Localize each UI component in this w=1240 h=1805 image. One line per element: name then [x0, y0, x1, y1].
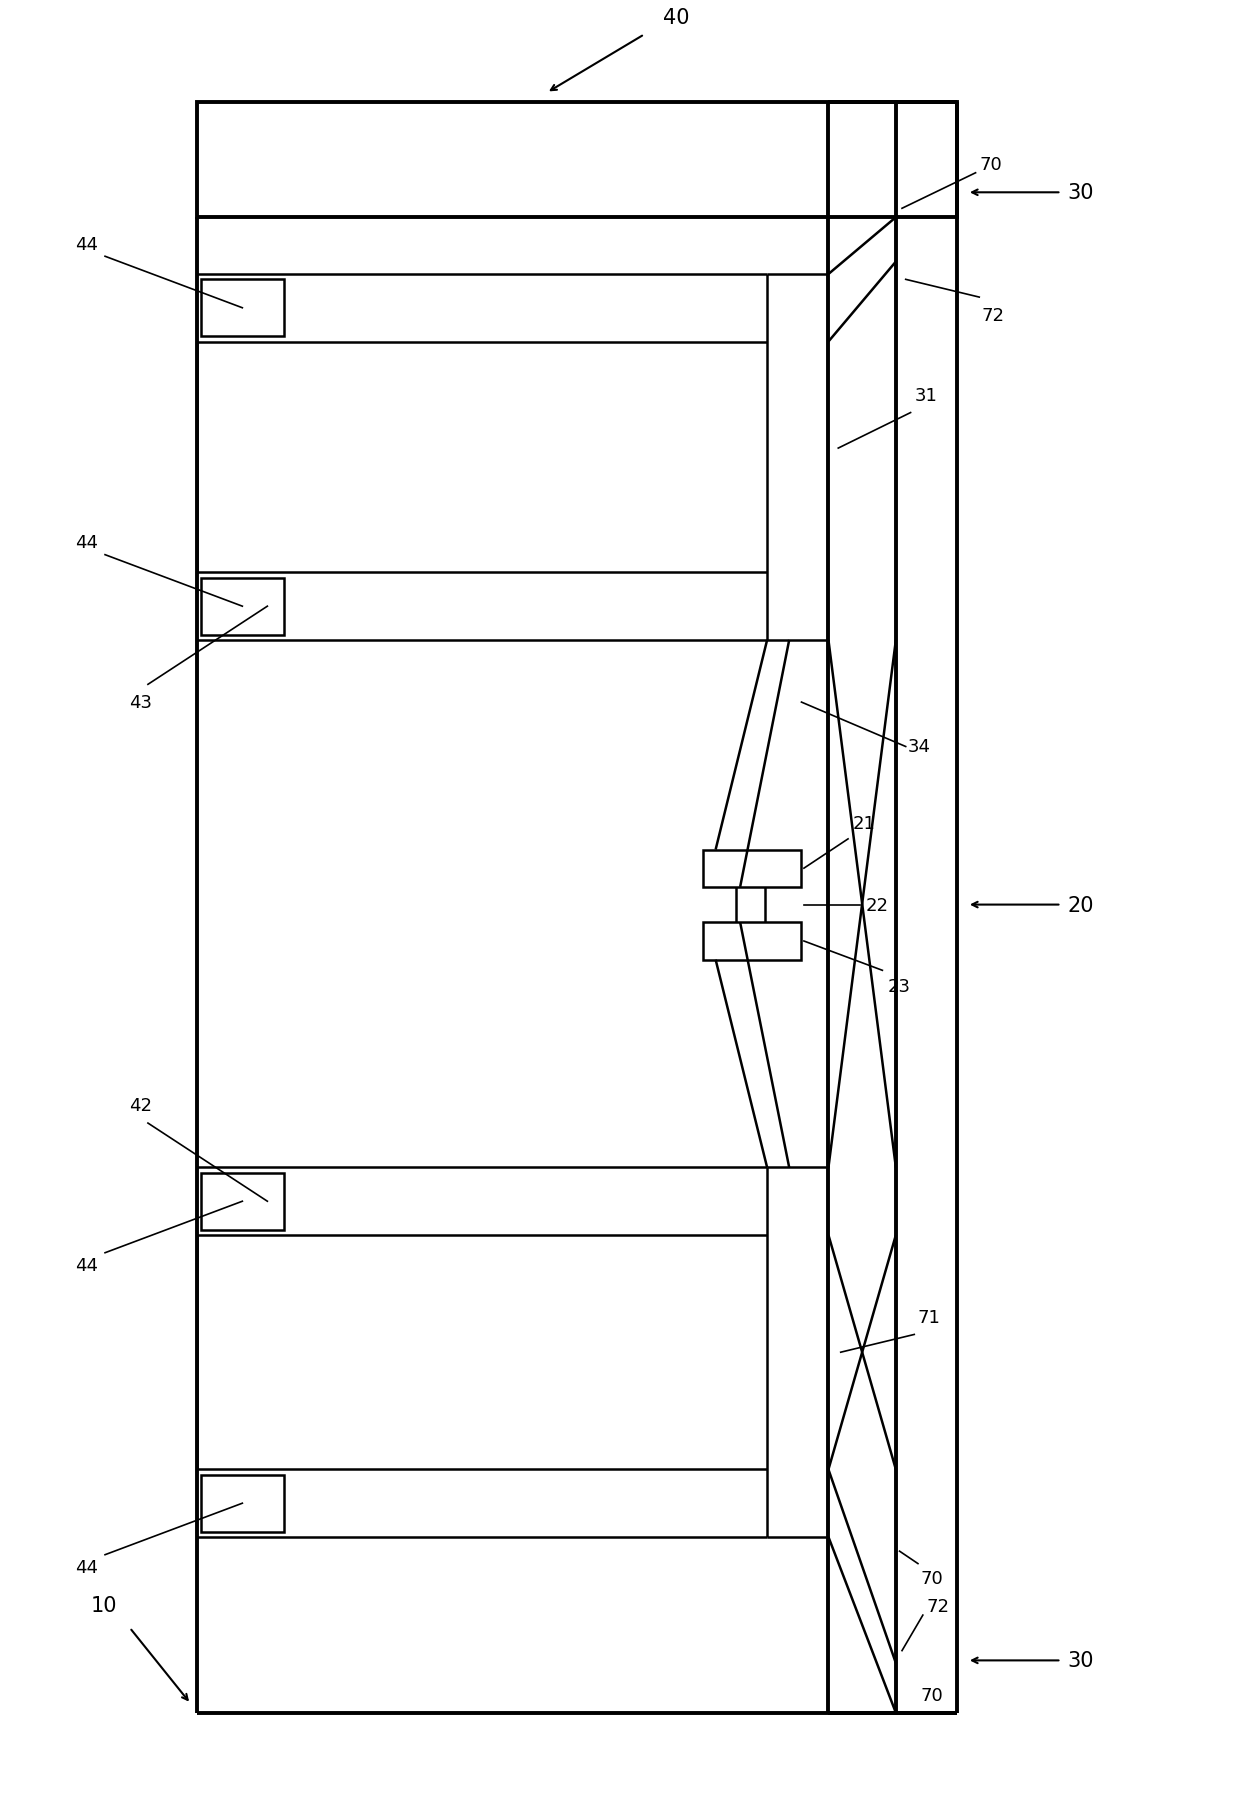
Bar: [703, 850, 801, 888]
Text: 44: 44: [76, 1256, 98, 1274]
Text: 42: 42: [129, 1097, 153, 1114]
Bar: [201, 1475, 284, 1532]
Text: 44: 44: [76, 534, 98, 552]
Text: 72: 72: [926, 1597, 950, 1615]
Text: 40: 40: [663, 7, 689, 29]
Text: 23: 23: [888, 978, 910, 996]
Text: 34: 34: [908, 738, 931, 756]
Text: 70: 70: [920, 1686, 944, 1704]
Text: 21: 21: [853, 814, 875, 832]
Text: 72: 72: [982, 307, 1004, 325]
Bar: [201, 280, 284, 338]
Text: 10: 10: [91, 1596, 118, 1615]
Text: 22: 22: [866, 895, 888, 913]
Text: 70: 70: [980, 155, 1002, 173]
Bar: [201, 1173, 284, 1229]
Text: 44: 44: [76, 1558, 98, 1576]
Text: 30: 30: [1068, 1650, 1094, 1670]
Text: 44: 44: [76, 236, 98, 253]
Text: 71: 71: [918, 1309, 941, 1327]
Text: 43: 43: [129, 693, 153, 711]
Text: 31: 31: [914, 386, 937, 404]
Bar: [201, 578, 284, 635]
Text: 70: 70: [920, 1569, 944, 1587]
Bar: [703, 922, 801, 960]
Text: 20: 20: [1068, 895, 1094, 915]
Text: 30: 30: [1068, 182, 1094, 204]
Bar: [197, 103, 957, 218]
